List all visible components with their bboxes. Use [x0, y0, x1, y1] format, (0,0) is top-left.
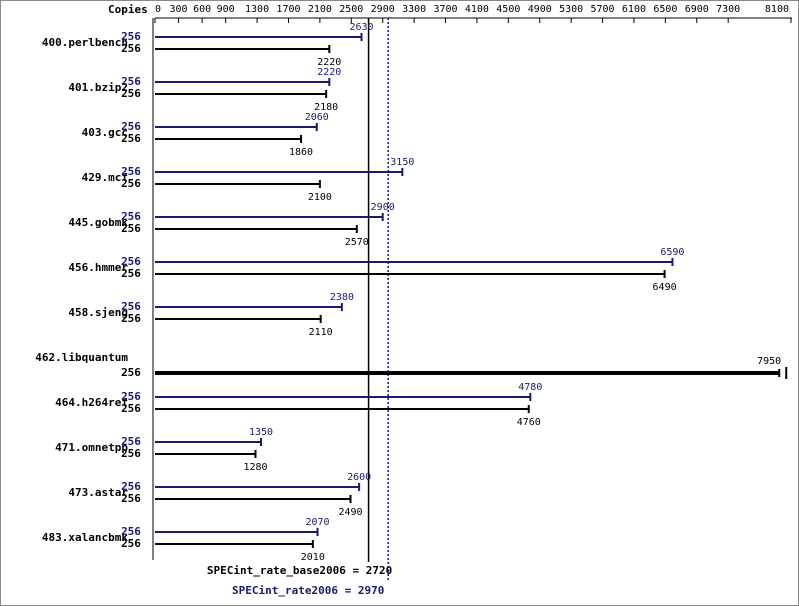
copies-label: 256 [121, 75, 141, 88]
value-label: 3150 [390, 157, 414, 168]
benchmark-label: 483.xalancbmk [42, 531, 128, 544]
copies-label: 256 [121, 120, 141, 133]
benchmark-label: 473.astar [68, 486, 128, 499]
value-label: 2220 [317, 67, 341, 78]
benchmark-label: 429.mcf [82, 171, 128, 184]
value-label: 1350 [249, 427, 273, 438]
benchmark-label: 471.omnetpp [55, 441, 128, 454]
benchmark-label: 456.hmmer [68, 261, 128, 274]
benchmark-label: 462.libquantum [35, 351, 128, 364]
x-tick-label: 4900 [528, 4, 552, 15]
value-label: 4760 [517, 417, 541, 428]
x-tick-label: 6100 [622, 4, 646, 15]
x-tick-label: 5700 [591, 4, 615, 15]
x-tick-label: 6500 [653, 4, 677, 15]
x-tick-label: 0 [155, 4, 161, 15]
x-tick-label: 5300 [559, 4, 583, 15]
value-label: 2060 [305, 112, 329, 123]
x-tick-label: 1300 [245, 4, 269, 15]
copies-label: 256 [121, 480, 141, 493]
x-tick-label: 6900 [685, 4, 709, 15]
x-tick-label: 4500 [496, 4, 520, 15]
x-tick-label: 600 [193, 4, 211, 15]
copies-label: 256 [121, 267, 141, 280]
value-label: 4780 [518, 382, 542, 393]
value-label: 2570 [345, 237, 369, 248]
x-tick-label: 2100 [308, 4, 332, 15]
x-tick-label: 300 [170, 4, 188, 15]
copies-label: 256 [121, 537, 141, 550]
value-label: 2100 [308, 192, 332, 203]
value-label: 2180 [314, 102, 338, 113]
copies-label: 256 [121, 87, 141, 100]
value-label: 7950 [757, 356, 781, 367]
value-label: 2600 [347, 472, 371, 483]
reference-label: SPECint_rate_base2006 = 2720 [207, 564, 392, 577]
value-label: 2110 [309, 327, 333, 338]
benchmark-label: 401.bzip2 [68, 81, 128, 94]
copies-label: 256 [121, 366, 141, 379]
x-tick-label: 3300 [402, 4, 426, 15]
value-label: 1860 [289, 147, 313, 158]
benchmark-label: 400.perlbench [42, 36, 128, 49]
value-label: 2630 [349, 22, 373, 33]
benchmark-label: 403.gcc [82, 126, 128, 139]
value-label: 1280 [243, 462, 267, 473]
value-label: 6490 [653, 282, 677, 293]
x-tick-label: 7300 [716, 4, 740, 15]
value-label: 2490 [338, 507, 362, 518]
copies-label: 256 [121, 525, 141, 538]
copies-label: 256 [121, 177, 141, 190]
copies-label: 256 [121, 447, 141, 460]
value-label: 2380 [330, 292, 354, 303]
reference-label: SPECint_rate2006 = 2970 [232, 584, 384, 597]
value-label: 2900 [371, 202, 395, 213]
benchmark-label: 458.sjeng [68, 306, 128, 319]
x-tick-label: 1700 [276, 4, 300, 15]
copies-label: 256 [121, 300, 141, 313]
x-tick-label: 900 [217, 4, 235, 15]
copies-label: 256 [121, 30, 141, 43]
copies-label: 256 [121, 402, 141, 415]
copies-label: 256 [121, 222, 141, 235]
copies-label: 256 [121, 255, 141, 268]
copies-label: 256 [121, 42, 141, 55]
value-label: 2070 [305, 517, 329, 528]
copies-label: 256 [121, 492, 141, 505]
copies-label: 256 [121, 390, 141, 403]
copies-label: 256 [121, 435, 141, 448]
copies-label: 256 [121, 312, 141, 325]
copies-label: 256 [121, 210, 141, 223]
benchmark-label: 445.gobmk [68, 216, 128, 229]
x-tick-label: 2900 [371, 4, 395, 15]
x-tick-label: 4100 [465, 4, 489, 15]
value-label: 2220 [317, 57, 341, 68]
copies-label: 256 [121, 132, 141, 145]
copies-header: Copies [108, 3, 148, 16]
x-tick-label: 8100 [765, 4, 789, 15]
copies-label: 256 [121, 165, 141, 178]
value-label: 2010 [301, 552, 325, 563]
x-tick-label: 3700 [433, 4, 457, 15]
x-tick-label: 2500 [339, 4, 363, 15]
benchmark-label: 464.h264ref [55, 396, 128, 409]
value-label: 6590 [660, 247, 684, 258]
